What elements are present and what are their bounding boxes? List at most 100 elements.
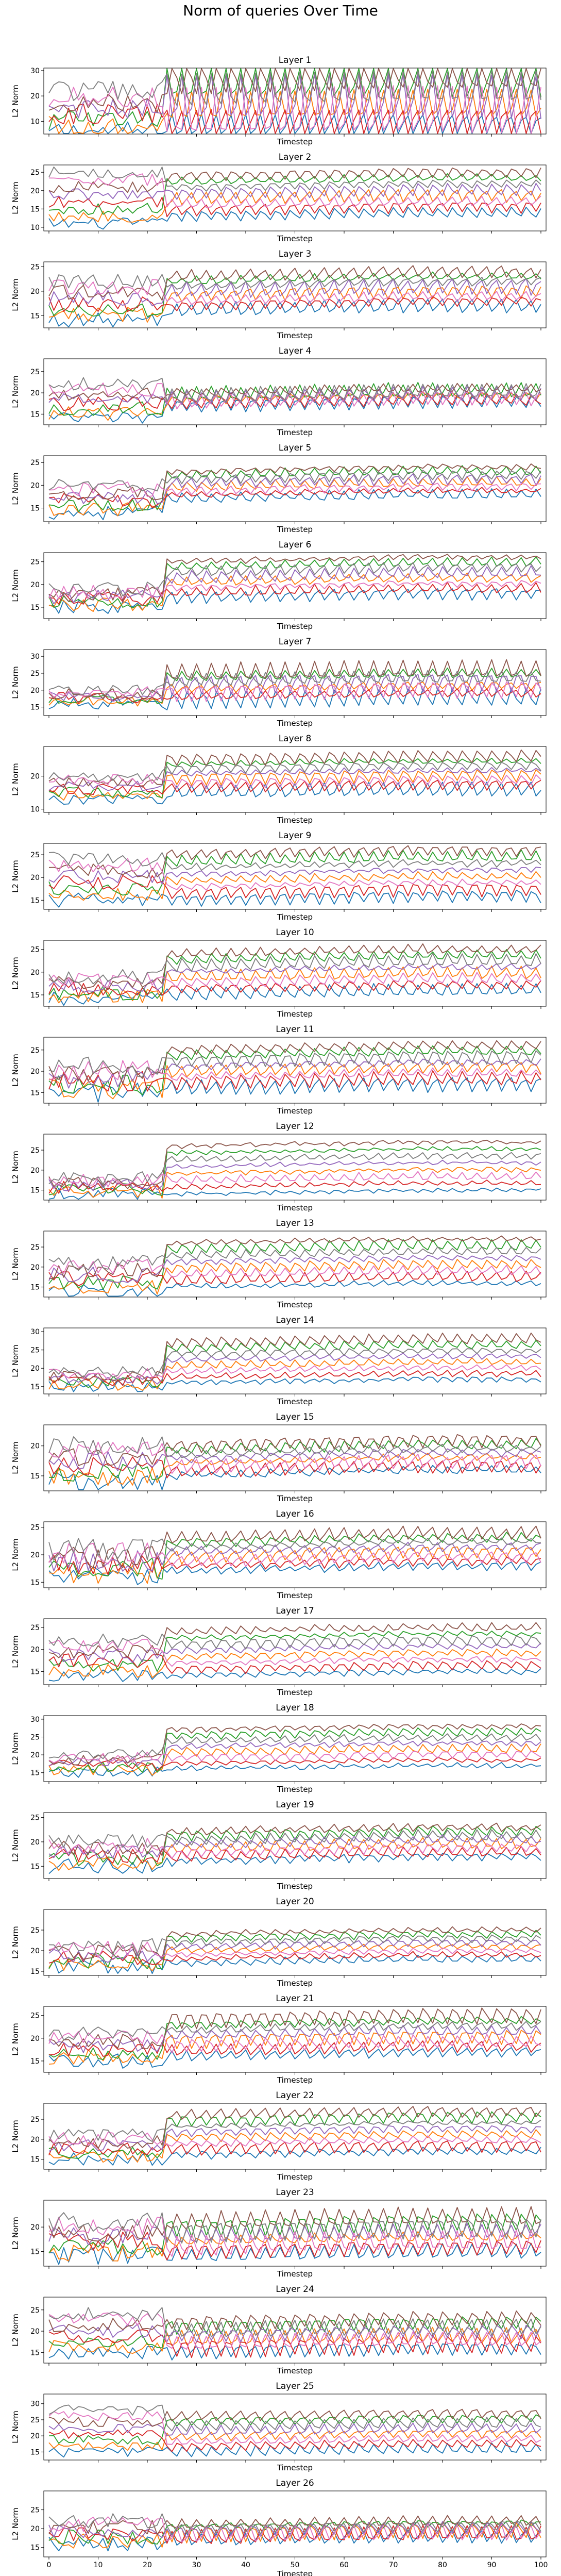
- x-axis-label: Timestep: [277, 2366, 313, 2375]
- y-tick-label: 15: [30, 312, 40, 320]
- series-line-1: [48, 889, 541, 908]
- series-line-3: [48, 849, 541, 896]
- series-line-3: [48, 1825, 541, 1867]
- y-axis-label: L2 Norm: [11, 1538, 20, 1571]
- y-tick-label: 15: [30, 1383, 40, 1391]
- series-line-2: [48, 1061, 541, 1100]
- y-tick-label: 20: [30, 187, 40, 195]
- series-line-5: [48, 473, 541, 504]
- x-tick-label: 50: [291, 2561, 300, 2569]
- y-tick-label: 15: [30, 410, 40, 419]
- series-line-7: [48, 1638, 541, 1667]
- series-line-1: [48, 1279, 541, 1297]
- series-line-6: [48, 2106, 541, 2149]
- series-line-1: [48, 112, 541, 134]
- series-line-8: [48, 852, 541, 871]
- panel-21: Layer 21 15 20 25 Timestep L2 Norm: [11, 1993, 547, 2085]
- panel-9: Layer 9 15 20 25 Timestep L2 Norm: [11, 830, 547, 922]
- series-line-5: [48, 2025, 541, 2053]
- series-line-6: [48, 1235, 541, 1279]
- panel-title: Layer 8: [279, 734, 312, 744]
- series-line-2: [48, 965, 541, 1004]
- series-line-1: [48, 1954, 541, 1974]
- y-tick-label: 20: [30, 1551, 40, 1559]
- x-tick-label: 70: [389, 2561, 398, 2569]
- series-line-1: [48, 1667, 541, 1682]
- y-tick-label: 25: [30, 2506, 40, 2515]
- panel-19: Layer 19 15 20 25 Timestep L2 Norm: [11, 1800, 547, 1891]
- series-line-7: [48, 2411, 541, 2445]
- x-axis-label: Timestep: [277, 2172, 313, 2182]
- y-tick-label: 25: [30, 1734, 40, 1742]
- series-line-3: [48, 1727, 541, 1773]
- panel-22: Layer 22 15 20 25 Timestep L2 Norm: [11, 2090, 547, 2182]
- y-axis-label: L2 Norm: [11, 278, 20, 311]
- y-axis-label: L2 Norm: [11, 1344, 20, 1377]
- series-line-2: [48, 871, 541, 901]
- y-tick-label: 15: [30, 1863, 40, 1871]
- y-tick-label: 15: [30, 2349, 40, 2357]
- series-line-8: [48, 377, 541, 403]
- series-line-3: [48, 1340, 541, 1388]
- series-line-1: [48, 1561, 541, 1585]
- x-axis-label: Timestep: [277, 1591, 313, 1600]
- series-line-5: [48, 1448, 541, 1471]
- series-line-2: [48, 572, 541, 612]
- y-tick-label: 15: [30, 1284, 40, 1292]
- y-tick-label: 25: [30, 2416, 40, 2424]
- y-tick-label: 20: [30, 969, 40, 977]
- series-line-6: [48, 1434, 541, 1466]
- y-tick-label: 20: [30, 481, 40, 490]
- series-line-4: [48, 487, 541, 508]
- series-line-8: [48, 2119, 541, 2142]
- series-line-1: [48, 2343, 541, 2361]
- y-tick-label: 15: [30, 604, 40, 612]
- series-line-4: [48, 875, 541, 901]
- y-axis-label: L2 Norm: [11, 569, 20, 602]
- series-line-8: [48, 670, 541, 696]
- y-tick-label: 20: [30, 581, 40, 589]
- series-line-1: [48, 2442, 541, 2458]
- x-tick-label: 0: [47, 2561, 52, 2569]
- y-tick-label: 25: [30, 851, 40, 859]
- y-axis-label: L2 Norm: [11, 2120, 20, 2153]
- series-line-6: [48, 1139, 541, 1189]
- series-line-3: [48, 1438, 541, 1482]
- panel-title: Layer 23: [276, 2187, 314, 2198]
- series-line-3: [48, 1045, 541, 1095]
- series-line-2: [48, 89, 541, 134]
- y-tick-label: 15: [30, 896, 40, 905]
- panel-5: Layer 5 15 20 25 Timestep L2 Norm: [11, 443, 547, 534]
- y-axis-label: L2 Norm: [11, 2314, 20, 2347]
- panel-10: Layer 10 15 20 25 Timestep L2 Norm: [11, 927, 547, 1019]
- y-axis-label: L2 Norm: [11, 2023, 20, 2056]
- y-tick-label: 25: [30, 1814, 40, 1822]
- panel-26: Layer 26 15 20 25 0 10 20 30 40 50 60 70 80 90 100 Time…: [11, 2478, 548, 2576]
- y-axis-label: L2 Norm: [11, 1441, 20, 1474]
- y-tick-label: 15: [30, 1578, 40, 1587]
- y-tick-label: 15: [30, 2448, 40, 2456]
- panel-title: Layer 9: [279, 830, 312, 841]
- axes-frame: [43, 649, 547, 716]
- y-tick-label: 20: [30, 687, 40, 695]
- y-tick-label: 25: [30, 2116, 40, 2124]
- series-line-8: [48, 1152, 541, 1185]
- y-tick-label: 30: [30, 1328, 40, 1336]
- series-line-6: [48, 943, 541, 990]
- panel-24: Layer 24 15 20 25 Timestep L2 Norm: [11, 2284, 547, 2375]
- y-tick-label: 20: [30, 1068, 40, 1076]
- panel-25: Layer 25 15 20 25 30 Timestep L2 Norm: [11, 2381, 547, 2472]
- panel-title: Layer 14: [276, 1315, 314, 1325]
- panel-14: Layer 14 15 20 25 30 Timestep L2 Norm: [11, 1315, 547, 1406]
- y-tick-label: 25: [30, 1524, 40, 1532]
- panel-1: Layer 1 10 20 30 Timestep L2 Norm: [11, 55, 547, 146]
- series-line-6: [48, 68, 541, 113]
- series-line-5: [48, 386, 541, 406]
- series-line-7: [48, 481, 541, 497]
- series-line-2: [48, 681, 541, 707]
- y-tick-label: 20: [30, 2035, 40, 2043]
- x-axis-label: Timestep: [277, 1688, 313, 1697]
- y-tick-label: 25: [30, 1046, 40, 1055]
- series-line-3: [48, 949, 541, 1001]
